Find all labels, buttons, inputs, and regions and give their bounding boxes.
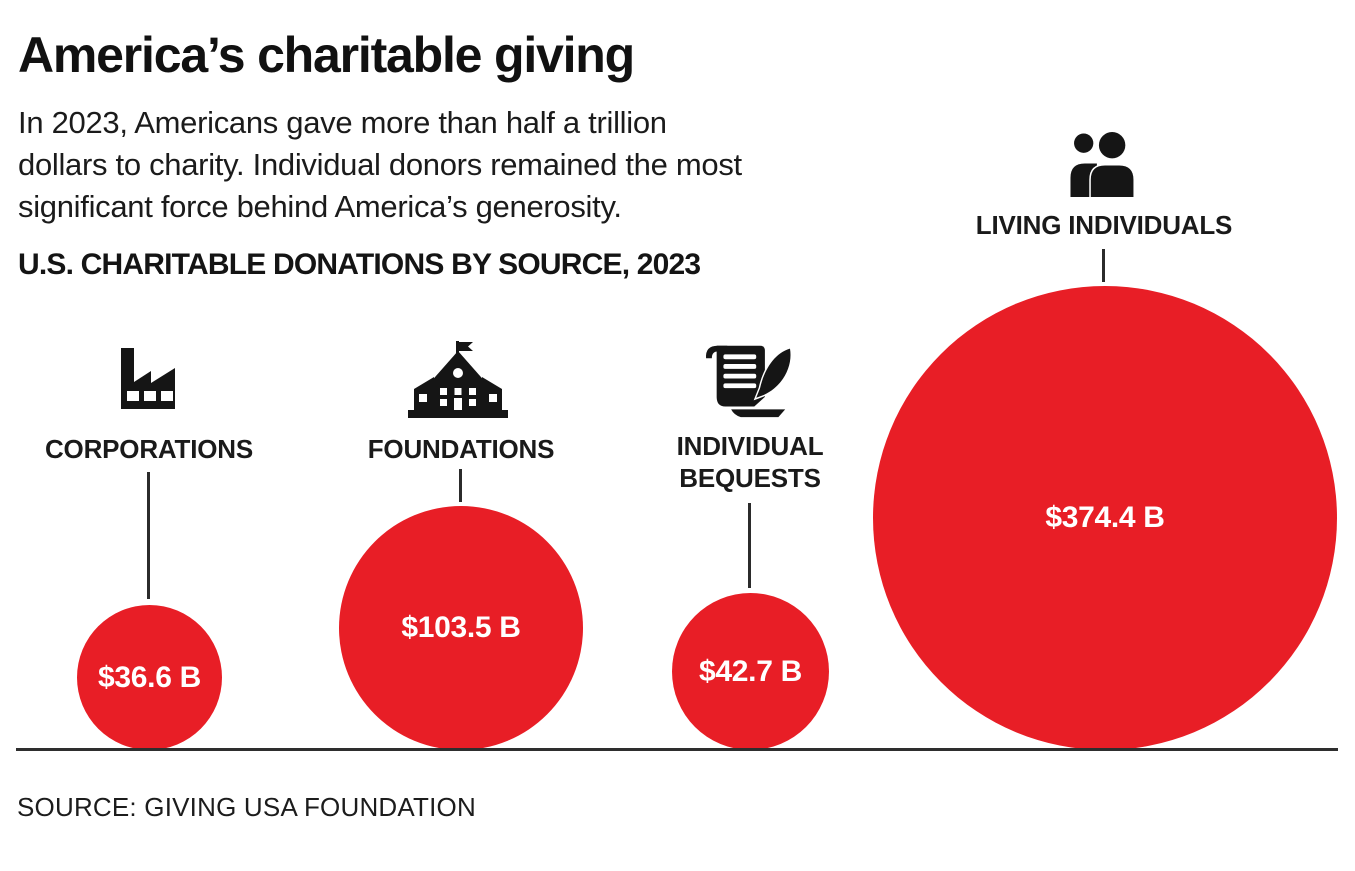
baseline-axis — [16, 748, 1338, 751]
factory-icon — [114, 345, 182, 411]
subtitle-line-1: In 2023, Americans gave more than half a… — [18, 105, 667, 140]
bubble-value-corporations: $36.6 B — [98, 660, 201, 694]
subtitle-line-3: significant force behind America’s gener… — [18, 189, 622, 224]
scroll-quill-icon — [700, 338, 797, 420]
category-label-corporations: CORPORATIONS — [44, 434, 253, 464]
source-note: SOURCE: GIVING USA FOUNDATION — [17, 792, 476, 822]
connector-line-corporations — [147, 472, 150, 599]
bubble-value-individual-bequests: $42.7 B — [699, 654, 802, 688]
bubble-value-foundations: $103.5 B — [401, 611, 521, 644]
category-label-individual-bequests: INDIVIDUAL BEQUESTS — [676, 431, 824, 493]
bubble-corporations: $36.6 B — [77, 605, 222, 750]
chart-kicker: U.S. CHARITABLE DONATIONS BY SOURCE, 202… — [18, 248, 701, 281]
bubble-foundations: $103.5 B — [339, 506, 583, 750]
people-icon — [1066, 132, 1142, 197]
bubble-individual-bequests: $42.7 B — [672, 593, 829, 750]
category-label-living-individuals: LIVING INDIVIDUALS — [975, 210, 1233, 240]
subtitle-line-2: dollars to charity. Individual donors re… — [18, 147, 742, 182]
bubble-value-living-individuals: $374.4 B — [1045, 501, 1165, 534]
institution-icon — [406, 340, 510, 420]
page-title: America’s charitable giving — [18, 27, 635, 83]
category-label-foundations: FOUNDATIONS — [367, 434, 555, 464]
connector-line-foundations — [459, 469, 462, 502]
connector-line-individual-bequests — [748, 503, 751, 588]
connector-line-living-individuals — [1102, 249, 1105, 282]
bubble-living-individuals: $374.4 B — [873, 286, 1337, 750]
subtitle: In 2023, Americans gave more than half a… — [18, 102, 742, 228]
